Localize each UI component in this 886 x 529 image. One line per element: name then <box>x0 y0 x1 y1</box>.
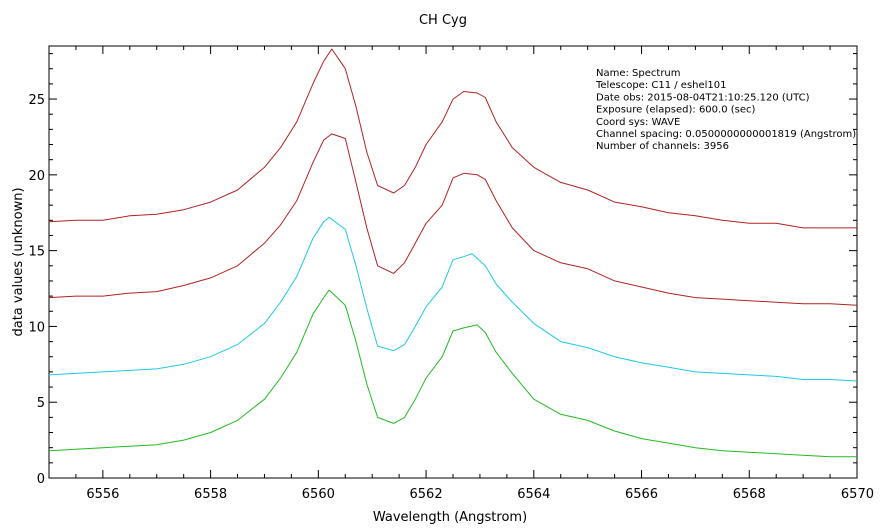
series-line-1 <box>48 48 857 229</box>
annotation-line: Coord sys: WAVE <box>596 117 680 128</box>
annotation-line: Telescope: C11 / eshel101 <box>595 80 727 91</box>
annotation-line: Number of channels: 3956 <box>596 141 729 152</box>
y-tick-label: 0 <box>37 472 45 487</box>
x-axis: 6556 6558 6560 6562 6564 6566 6568 6570 <box>48 46 874 502</box>
y-tick-label: 15 <box>28 245 45 260</box>
y-tick-label: 10 <box>28 320 45 335</box>
series-line-3 <box>48 216 858 382</box>
series-line-4 <box>48 289 857 458</box>
annotation-line: Date obs: 2015-08-04T21:10:25.120 (UTC) <box>596 92 810 103</box>
series-line-2 <box>48 133 858 306</box>
chart-title: CH Cyg <box>419 13 467 28</box>
x-tick-label: 6568 <box>733 487 766 502</box>
y-tick-label: 20 <box>28 169 45 184</box>
x-axis-title: Wavelength (Angstrom) <box>373 510 527 525</box>
x-tick-label: 6558 <box>194 487 227 502</box>
x-tick-label: 6570 <box>841 487 874 502</box>
y-axis-title: data values (unknown) <box>11 187 26 336</box>
x-tick-label: 6564 <box>517 487 550 502</box>
x-tick-label: 6560 <box>302 487 335 502</box>
x-tick-label: 6566 <box>625 487 658 502</box>
annotation-line: Name: Spectrum <box>596 68 681 79</box>
y-axis: 0 5 10 15 20 25 <box>28 53 857 487</box>
series-group <box>48 48 858 458</box>
y-tick-label: 5 <box>37 396 45 411</box>
y-tick-label: 25 <box>28 93 45 108</box>
x-tick-label: 6562 <box>410 487 443 502</box>
x-tick-label: 6556 <box>86 487 119 502</box>
annotation-line: Channel spacing: 0.0500000000001819 (Ang… <box>596 129 856 140</box>
annotation-line: Exposure (elapsed): 600.0 (sec) <box>596 105 756 116</box>
